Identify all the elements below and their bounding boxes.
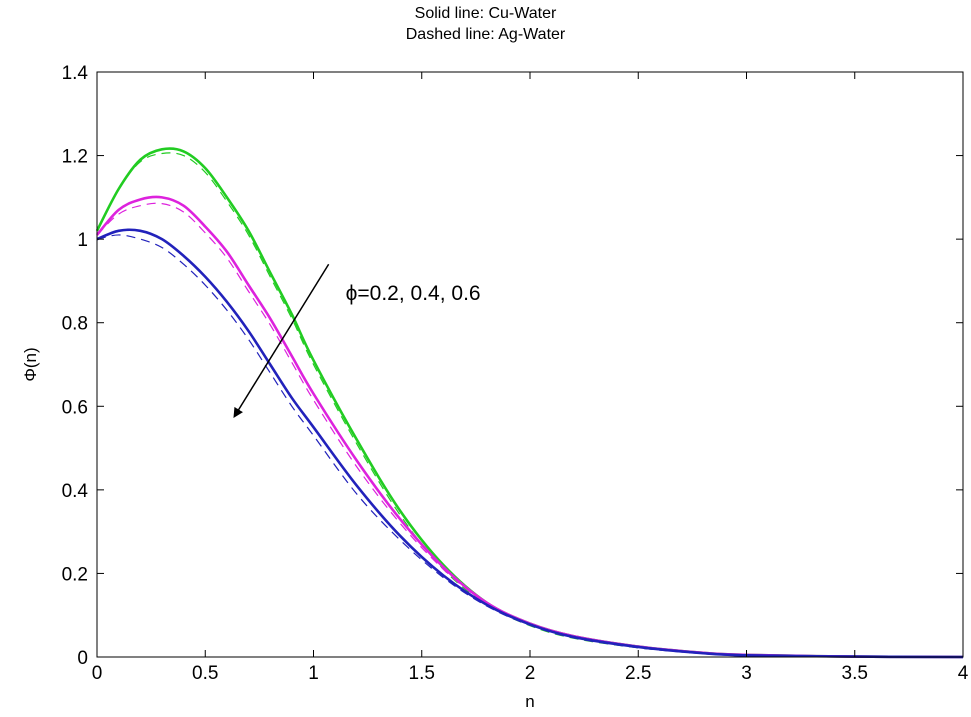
labels-layer: 0 0.5 1 1.5 2 2.5 3 3.5 4 0 0.2 0.4 0.6 0.8 1 1.2 1.4 [62,63,969,684]
series-line-2 [96,152,964,658]
series-line-1 [95,147,964,659]
x-tick-label: 3.5 [842,663,868,684]
series-line-5 [96,228,964,659]
chart-title-line-2: Dashed line: Ag-Water [405,26,566,43]
y-tick-label: 0.2 [62,564,88,585]
y-tick-label: 0.8 [62,314,88,335]
x-axis-label: n [525,692,534,711]
x-tick-label: 4 [958,663,969,684]
annotation-label: ϕ=0.2, 0.4, 0.6 [346,282,481,305]
annotation-arrow [233,263,330,419]
series-line-6 [96,234,964,658]
x-tick-label: 1 [308,663,319,684]
y-tick-label: 0.4 [62,481,89,502]
chart-title-line-1: Solid line: Cu-Water [414,5,557,22]
x-tick-label: 2.5 [625,663,651,684]
y-tick-label: 1.2 [62,147,88,168]
plot-frame [96,71,964,658]
x-tick-label: 0.5 [192,663,218,684]
x-tick-label: 1.5 [409,663,435,684]
x-tick-label: 0 [92,663,103,684]
y-tick-label: 0 [77,648,88,669]
y-tick-label: 0.6 [62,397,88,418]
y-tick-label: 1 [77,230,88,251]
x-tick-label: 3 [741,663,752,684]
ticks-layer [96,71,964,658]
series-line-4 [96,202,964,658]
y-axis-label: Φ(n) [21,347,40,381]
series-line-3 [96,195,964,659]
y-tick-label: 1.4 [62,63,89,84]
x-tick-label: 2 [525,663,536,684]
series-layer [95,147,964,659]
